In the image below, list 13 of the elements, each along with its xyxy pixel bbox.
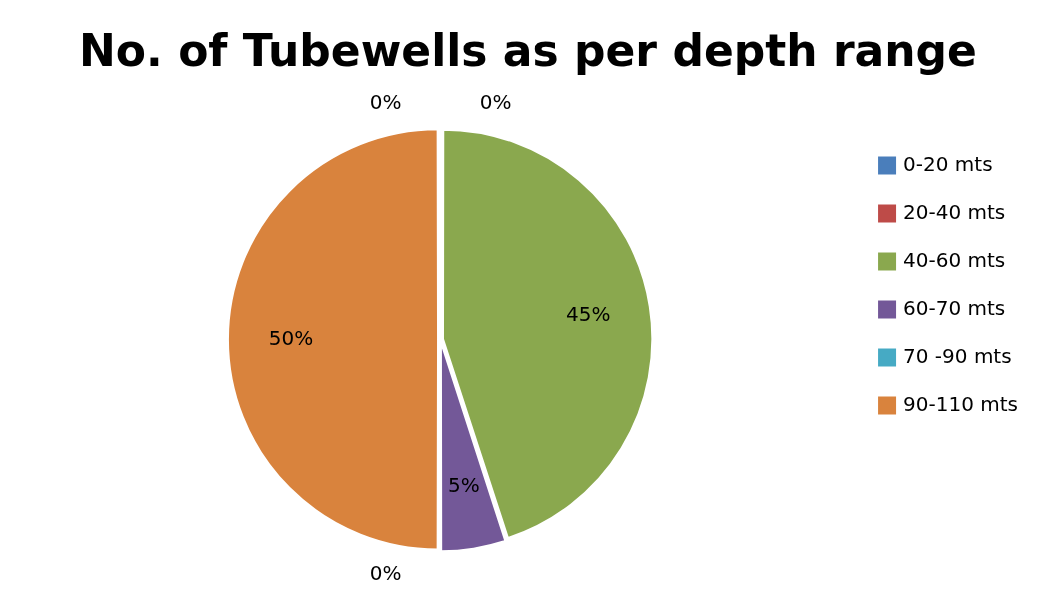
- text: 0%: [369, 90, 402, 114]
- data-label: 5%: [448, 473, 480, 498]
- text: 0%: [479, 90, 512, 114]
- legend-label: 20-40 mts: [903, 199, 1006, 224]
- data-label: 45%: [565, 302, 611, 327]
- data-label: 50%: [268, 325, 314, 350]
- legend-label: 0-20 mts: [903, 151, 993, 176]
- legend-label: 60-70 mts: [903, 295, 1006, 320]
- legend-label: 90-110 mts: [903, 391, 1019, 416]
- legend-label: 40-60 mts: [903, 247, 1006, 272]
- chart-title: No. of Tubewells as per depth range: [79, 24, 977, 76]
- legend-label: 70 -90 mts: [903, 343, 1012, 368]
- text: 0%: [369, 561, 402, 586]
